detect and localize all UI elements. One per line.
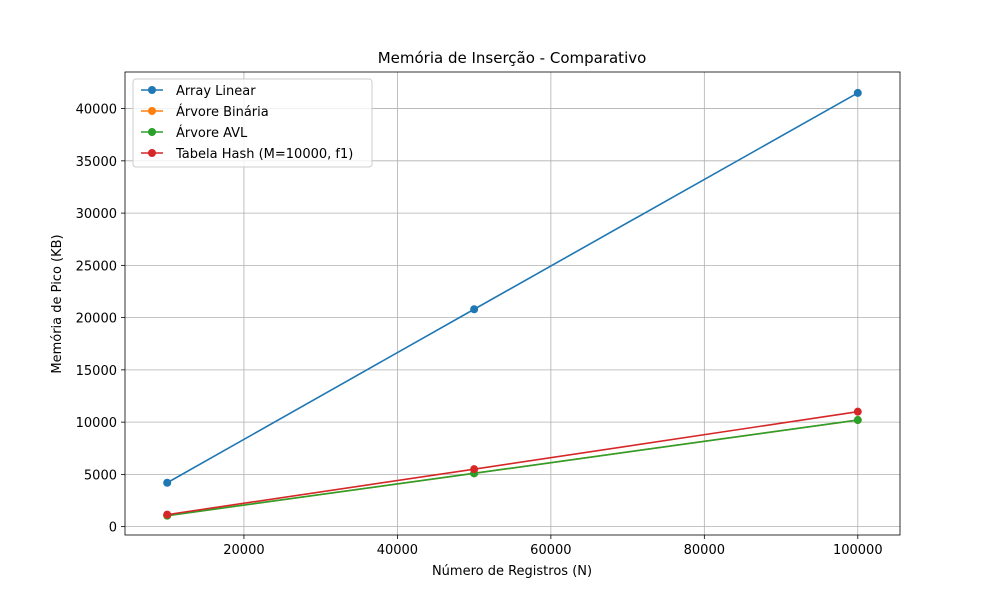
legend: Array Linear Árvore Binária Árvore AVL Tabe…: [132, 78, 373, 168]
plot-frame: [124, 71, 901, 536]
y-tick-label: 5000: [84, 468, 117, 483]
y-tick-label: 20000: [76, 312, 117, 327]
legend-marker: [148, 107, 156, 115]
data-point: [163, 510, 172, 519]
y-tick-label: 25000: [76, 259, 117, 274]
legend-marker: [148, 128, 156, 136]
legend-label: Tabela Hash (M=10000, f1): [175, 147, 353, 162]
x-tick-label: 40000: [377, 543, 418, 558]
x-tick-label: 20000: [223, 543, 264, 558]
legend-marker: [148, 149, 156, 157]
legend-marker: [148, 86, 156, 94]
data-point: [853, 416, 862, 425]
x-tick-label: 100000: [833, 543, 883, 558]
data-point: [470, 305, 479, 314]
y-tick-label: 40000: [76, 103, 117, 118]
y-tick-label: 0: [109, 521, 117, 536]
y-tick-label: 35000: [76, 155, 117, 170]
x-tick-label: 80000: [684, 543, 725, 558]
y-tick-label: 15000: [76, 364, 117, 379]
legend-label: Array Linear: [176, 84, 256, 99]
legend-box: [132, 78, 373, 168]
x-tick-label: 60000: [530, 543, 571, 558]
chart-title: Memória de Inserção - Comparativo: [378, 49, 647, 67]
data-point: [163, 478, 172, 487]
data-point: [853, 88, 862, 97]
legend-label: Árvore Binária: [176, 104, 269, 120]
x-axis-label: Número de Registros (N): [432, 564, 592, 579]
data-point: [853, 407, 862, 416]
data-point: [470, 465, 479, 474]
legend-label: Árvore AVL: [176, 125, 248, 141]
y-tick-label: 10000: [76, 416, 117, 431]
y-axis-label: Memória de Pico (KB): [50, 234, 65, 373]
y-tick-label: 30000: [76, 207, 117, 222]
